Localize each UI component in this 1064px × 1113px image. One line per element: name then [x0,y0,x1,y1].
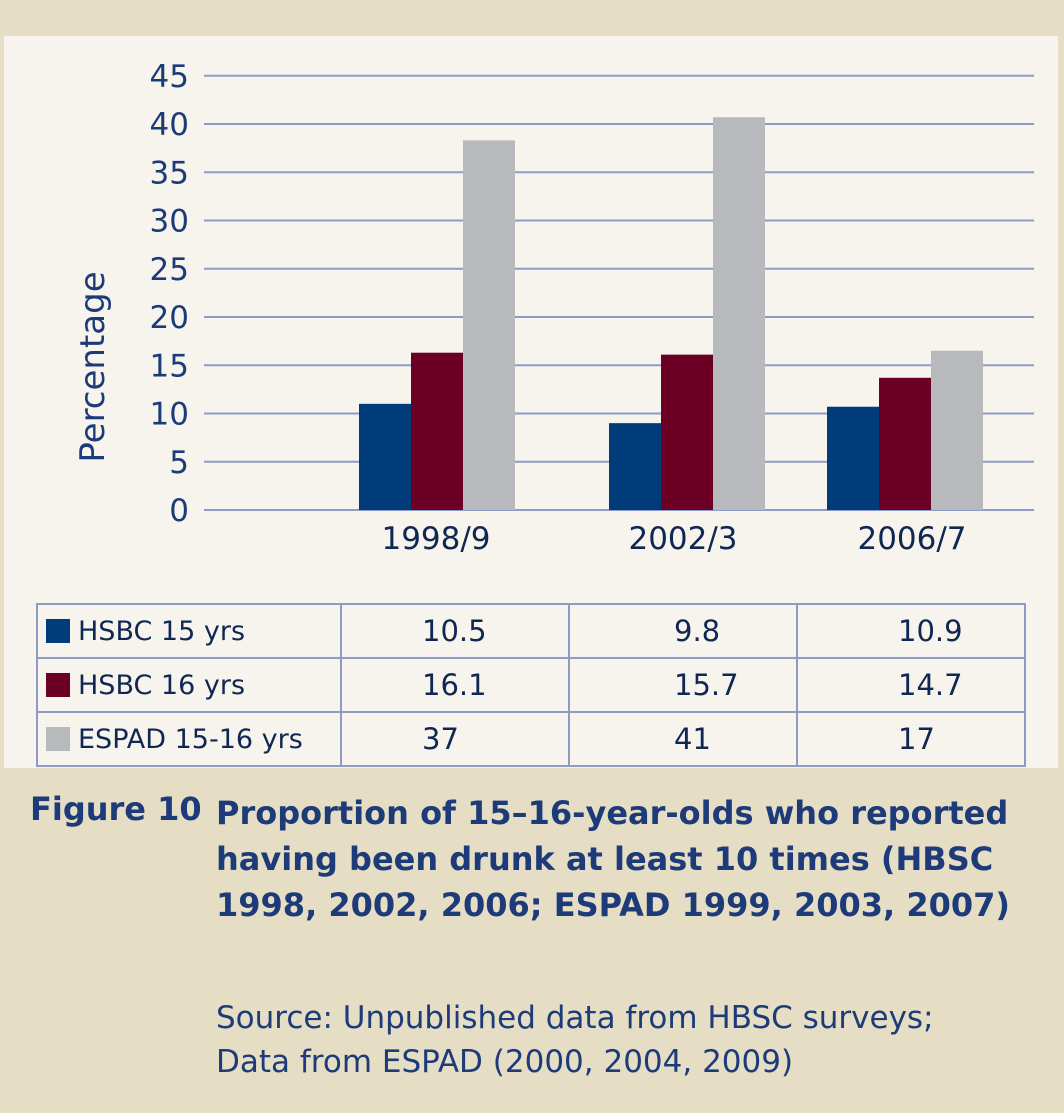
y-tick-label: 25 [150,252,189,288]
table-cell: 41 [568,711,798,767]
y-tick-label: 40 [150,107,189,143]
table-row: HSBC 15 yrs 10.5 9.8 10.9 [36,603,1026,659]
bar-espad-15-16-yrs-1998-9 [463,140,515,510]
bar-espad-15-16-yrs-2002-3 [713,117,765,511]
row-label-cell: ESPAD 15-16 yrs [36,711,342,767]
bars [359,117,983,511]
cell-value: 37 [422,722,459,756]
bar-hsbc-15-yrs-2002-3 [609,423,661,510]
y-tick-label: 35 [150,155,189,191]
row-label: ESPAD 15-16 yrs [78,723,303,755]
y-axis-label: Percentage [73,271,113,462]
cell-value: 17 [898,722,935,756]
cell-value: 14.7 [898,668,963,702]
chart-panel: 0 5 10 15 20 25 30 35 40 45 1998/9 2002/3 2006/7 Pe… [4,36,1058,768]
bar-chart: 0 5 10 15 20 25 30 35 40 45 1998/9 2002/3 2006/7 Pe… [73,59,1034,557]
bar-hsbc-15-yrs-2006-7 [827,406,879,510]
cell-value: 10.5 [422,614,487,648]
table-cell: 10.5 [340,603,570,659]
table-cell: 10.9 [796,603,1026,659]
cell-value: 16.1 [422,668,487,702]
row-label: HSBC 16 yrs [78,669,246,701]
cell-value: 10.9 [898,614,963,648]
table-cell: 15.7 [568,657,798,713]
y-tick-label: 30 [150,204,189,240]
cell-value: 9.8 [674,614,721,648]
row-label: HSBC 15 yrs [78,615,246,647]
legend-swatch [46,618,70,643]
table-row: ESPAD 15-16 yrs 37 41 17 [36,711,1026,767]
cell-value: 15.7 [674,668,739,702]
y-tick-label: 10 [150,397,189,433]
gridlines [204,74,1034,511]
table-cell: 14.7 [796,657,1026,713]
x-tick-label: 1998/9 [381,521,490,557]
table-cell: 16.1 [340,657,570,713]
bar-hsbc-16-yrs-2002-3 [661,354,713,510]
row-label-cell: HSBC 15 yrs [36,603,342,659]
figure-source: Source: Unpublished data from HBSC surve… [216,1000,934,1080]
bar-hsbc-16-yrs-2006-7 [879,377,931,510]
y-tick-labels: 0 5 10 15 20 25 30 35 40 45 [150,59,189,529]
table-cell: 17 [796,711,1026,767]
bar-hsbc-15-yrs-1998-9 [359,403,411,510]
table-cell: 37 [340,711,570,767]
y-tick-label: 45 [150,59,189,95]
x-tick-label: 2002/3 [628,521,737,557]
cell-value: 41 [674,722,711,756]
figure-label: Figure 10 [30,790,202,828]
y-tick-label: 20 [150,300,189,336]
legend-swatch [46,726,70,751]
table-row: HSBC 16 yrs 16.1 15.7 14.7 [36,657,1026,713]
legend-swatch [46,672,70,697]
y-tick-label: 5 [169,445,189,481]
bar-hsbc-16-yrs-1998-9 [411,352,463,510]
bar-espad-15-16-yrs-2006-7 [931,350,983,510]
x-tick-labels: 1998/9 2002/3 2006/7 [381,521,966,557]
x-tick-label: 2006/7 [857,521,966,557]
y-tick-label: 15 [150,348,189,384]
figure-title: Proportion of 15–16-year-olds who report… [216,794,1011,924]
y-tick-label: 0 [169,493,189,529]
table-cell: 9.8 [568,603,798,659]
data-table: HSBC 15 yrs 10.5 9.8 10.9 HSBC 16 yrs 16.1 15.… [36,603,1026,767]
row-label-cell: HSBC 16 yrs [36,657,342,713]
